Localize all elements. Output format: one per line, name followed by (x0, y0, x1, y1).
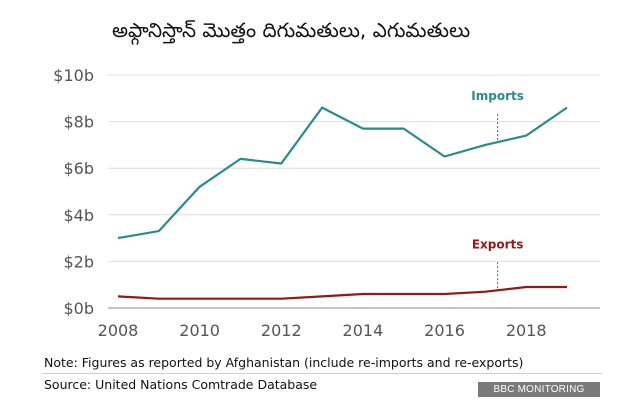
x-tick-label: 2018 (506, 321, 547, 340)
x-tick-label: 2010 (179, 321, 220, 340)
chart-note: Note: Figures as reported by Afghanistan… (44, 355, 524, 370)
x-tick-label: 2016 (424, 321, 465, 340)
x-tick-label: 2014 (343, 321, 384, 340)
y-tick-label: $2b (63, 252, 94, 271)
series-line-exports (117, 285, 567, 300)
bbc-monitoring-badge: BBC MONITORING (478, 382, 600, 397)
y-tick-label: $4b (63, 206, 94, 225)
y-tick-label: $0b (63, 299, 94, 318)
y-tick-label: $6b (63, 159, 94, 178)
y-tick-label: $8b (63, 113, 94, 132)
series-label-exports: Exports (472, 237, 524, 251)
chart-source: Source: United Nations Comtrade Database (44, 377, 318, 392)
x-tick-label: 2012 (261, 321, 302, 340)
footer-divider (42, 373, 602, 374)
chart-title: అఫ్గానిస్తాన్ మొత్తం దిగుమతులు, ఎగుమతులు (112, 18, 471, 42)
y-tick-label: $10b (53, 66, 94, 85)
series-line-imports (117, 106, 568, 240)
x-tick-label: 2008 (98, 321, 139, 340)
series-label-imports: Imports (471, 89, 524, 103)
